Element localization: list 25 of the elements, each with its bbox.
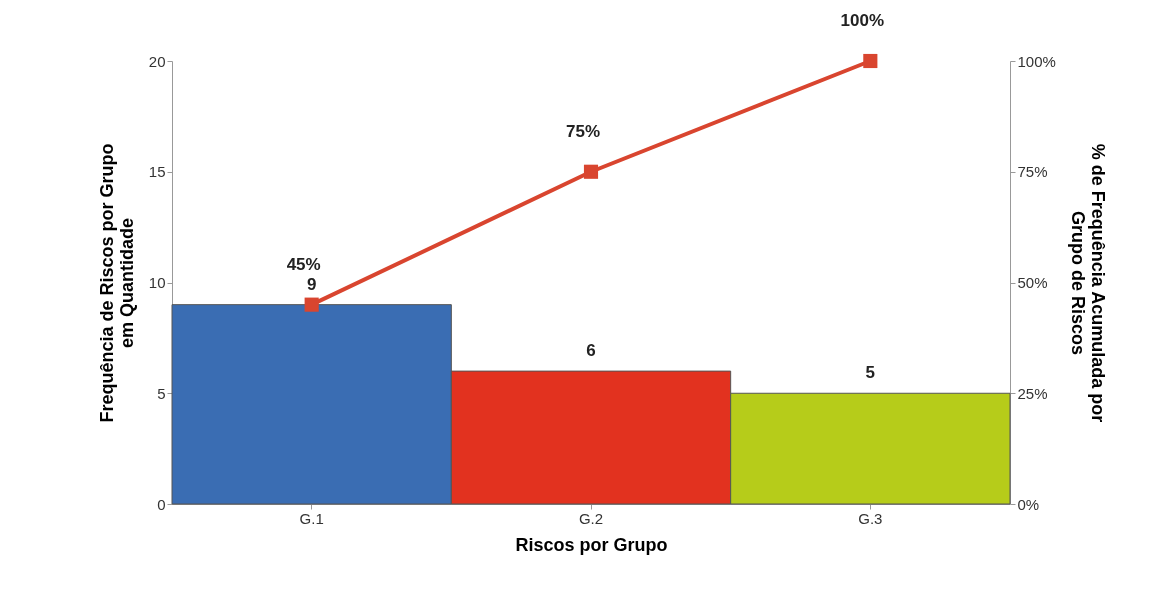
point	[583, 164, 599, 179]
x-tick-label: G.3	[858, 509, 883, 527]
y-tick-label: 0	[157, 495, 166, 513]
y-tick-label: 15	[148, 163, 166, 181]
y2-tick-label: 25%	[1017, 384, 1048, 402]
y-tick-label: 20	[148, 52, 166, 70]
point	[863, 53, 878, 69]
data-label: 5	[865, 363, 876, 383]
data-label: 45%	[286, 254, 321, 274]
y2-axis-title: % de Frequência Acumulada por Grupo de Riscos	[1067, 143, 1108, 423]
y-tick-label: 5	[157, 384, 166, 402]
y2-tick-label: 50%	[1017, 274, 1048, 291]
x-axis-title: Riscos por Grupo	[515, 534, 668, 555]
x-tick-label: G.2	[578, 509, 604, 527]
data-label: 100%	[840, 11, 885, 30]
data-label: 9	[306, 274, 317, 294]
x-tick-label: G.1	[299, 509, 324, 527]
data-label: 75%	[565, 121, 601, 141]
y-tick-label: 10	[148, 274, 166, 291]
point	[304, 297, 319, 312]
data-label: 6	[586, 341, 596, 361]
y2-tick-label: 0%	[1017, 495, 1040, 513]
y2-tick-label: 100%	[1017, 52, 1056, 70]
y-axis-title: Frequência de Riscos por Grupo em Quantidade	[96, 143, 137, 423]
y2-tick-label: 75%	[1017, 163, 1048, 181]
